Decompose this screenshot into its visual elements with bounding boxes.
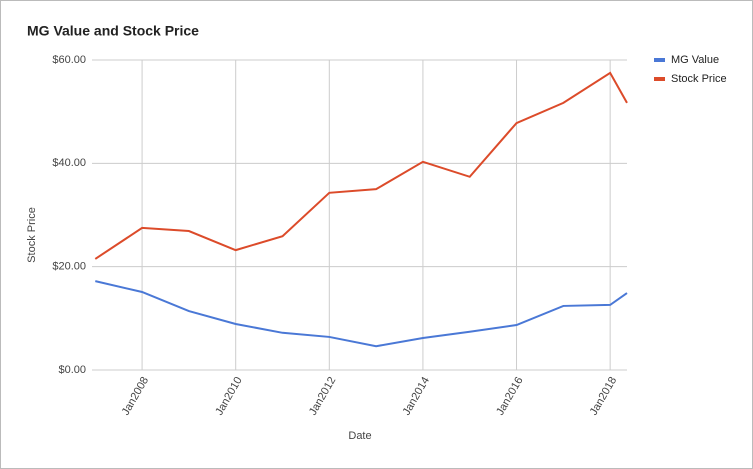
legend-swatch <box>654 58 665 62</box>
x-axis-label: Date <box>348 430 371 442</box>
y-tick-label: $40.00 <box>52 157 86 169</box>
y-tick-label: $20.00 <box>52 261 86 273</box>
chart-title: MG Value and Stock Price <box>27 23 199 39</box>
series-line <box>94 71 628 260</box>
legend-label: MG Value <box>671 54 719 66</box>
y-tick-label: $0.00 <box>58 364 86 376</box>
y-axis-label: Stock Price <box>26 207 38 263</box>
y-tick-label: $60.00 <box>52 54 86 66</box>
series-line <box>95 280 628 348</box>
legend-label: Stock Price <box>671 73 727 85</box>
legend-swatch <box>654 77 665 81</box>
